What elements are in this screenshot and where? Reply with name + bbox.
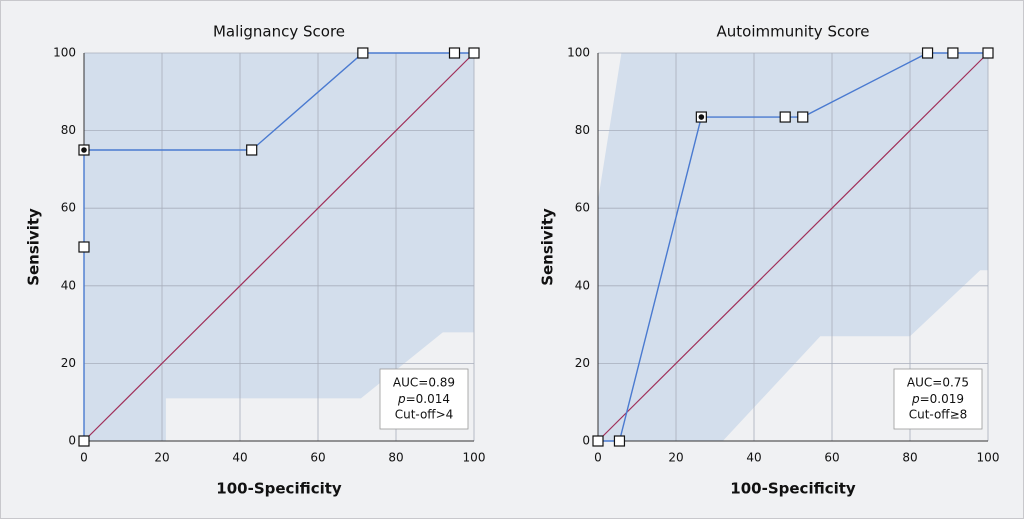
reference-line [83, 52, 475, 442]
chart-title: Autoimmunity Score [717, 23, 870, 41]
roc-point [779, 111, 791, 123]
roc-point [448, 47, 461, 59]
y-tick-label: 60 [61, 201, 76, 215]
roc-point [246, 144, 258, 156]
roc-point [78, 435, 90, 447]
y-tick-label: 40 [575, 278, 590, 292]
y-tick-label: 60 [575, 201, 590, 215]
annotation: Cut-off>4 [395, 408, 454, 422]
optimal-point-dot [81, 147, 87, 153]
annotation: p=0.014 [397, 392, 450, 406]
y-tick-label: 20 [61, 356, 76, 370]
roc-point [592, 435, 604, 447]
x-tick-label: 0 [80, 451, 88, 465]
annotation: AUC=0.75 [907, 376, 969, 390]
roc-point [797, 111, 809, 123]
y-tick-label: 100 [567, 46, 590, 60]
optimal-point-dot [698, 114, 705, 120]
x-tick-label: 40 [746, 451, 761, 465]
roc-point [982, 47, 994, 59]
annotation-box [893, 368, 983, 430]
roc-point [947, 47, 959, 59]
x-tick-label: 20 [154, 451, 169, 465]
annotation: p=0.019 [911, 392, 964, 406]
roc-point [921, 47, 934, 59]
x-tick-label: 100 [977, 451, 1000, 465]
x-tick-label: 80 [388, 451, 403, 465]
y-tick-label: 40 [61, 278, 76, 292]
chart-title: Malignancy Score [213, 23, 345, 41]
roc-point [468, 47, 480, 59]
roc-point [613, 435, 626, 447]
x-tick-label: 80 [902, 451, 917, 465]
annotation: AUC=0.89 [393, 376, 455, 390]
annotation-box [379, 368, 469, 430]
y-tick-label: 0 [582, 434, 590, 448]
roc-point [357, 47, 369, 59]
x-axis-label: 100-Specificity [730, 480, 856, 498]
x-tick-label: 40 [232, 451, 247, 465]
roc-point [78, 241, 90, 253]
y-axis-label: Sensivity [539, 208, 557, 286]
annotation: Cut-off≥8 [909, 408, 968, 422]
x-axis-label: 100-Specificity [216, 480, 342, 498]
x-tick-label: 100 [463, 451, 486, 465]
x-tick-label: 0 [594, 451, 602, 465]
x-tick-label: 60 [824, 451, 839, 465]
x-tick-label: 60 [310, 451, 325, 465]
y-tick-label: 100 [53, 46, 76, 60]
y-axis-label: Sensivity [25, 208, 43, 286]
x-tick-label: 20 [668, 451, 683, 465]
y-tick-label: 80 [575, 123, 590, 137]
y-tick-label: 80 [61, 123, 76, 137]
y-tick-label: 0 [68, 434, 76, 448]
y-tick-label: 20 [575, 356, 590, 370]
reference-line [597, 52, 989, 442]
